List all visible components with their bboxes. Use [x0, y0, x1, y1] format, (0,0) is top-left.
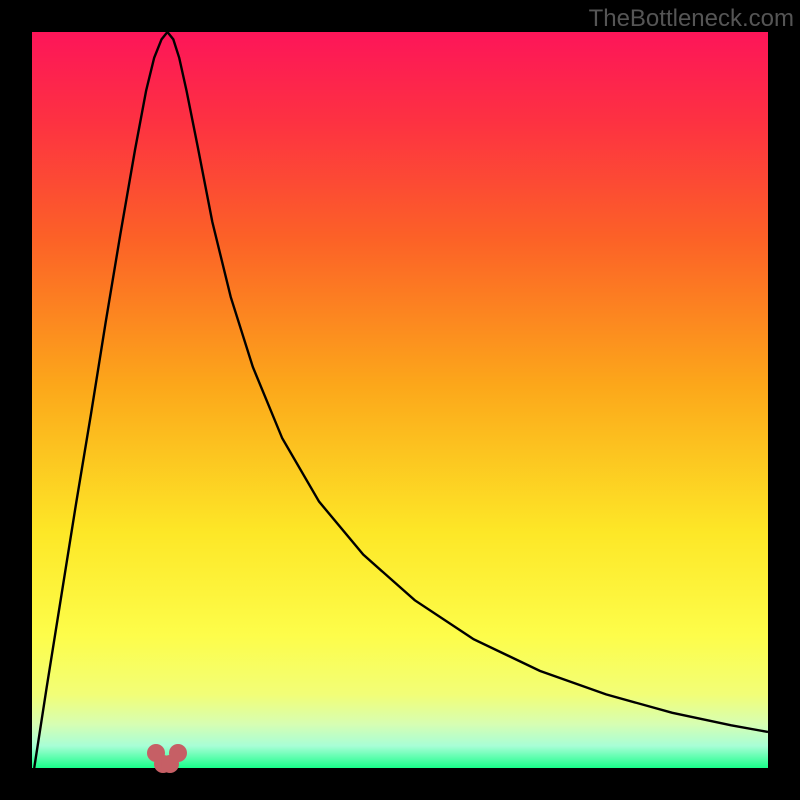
- watermark-text: TheBottleneck.com: [589, 5, 794, 33]
- min-marker: [169, 744, 187, 762]
- curve-svg: [32, 32, 768, 768]
- plot-area: [32, 32, 768, 768]
- bottleneck-curve: [34, 32, 768, 768]
